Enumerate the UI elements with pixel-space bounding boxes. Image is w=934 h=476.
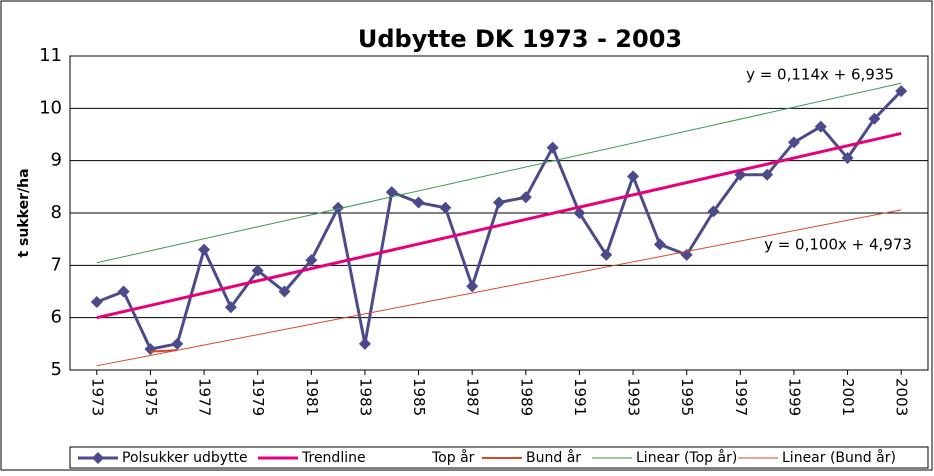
y-tick-label: 8 <box>51 202 62 223</box>
x-tick-label: 1991 <box>571 378 589 416</box>
data-point <box>385 186 398 199</box>
x-tick-label: 1977 <box>196 378 214 416</box>
data-point <box>519 191 532 204</box>
y-tick-label: 10 <box>39 97 62 118</box>
data-point <box>466 280 479 293</box>
x-tick-label: 1993 <box>625 378 643 416</box>
x-tick-label: 1983 <box>356 378 374 416</box>
y-tick-label: 11 <box>39 45 62 66</box>
plot-border <box>69 55 929 371</box>
y-axis-label: t sukker/ha <box>16 168 32 257</box>
data-point <box>171 337 184 350</box>
annotation: y = 0,100x + 4,973 <box>764 236 912 254</box>
x-tick-label: 1997 <box>732 378 750 416</box>
legend-label: Top år <box>431 449 475 466</box>
data-point <box>653 238 666 251</box>
x-tick-label: 1985 <box>410 378 428 416</box>
data-point <box>90 295 103 308</box>
data-point <box>573 207 586 219</box>
data-point <box>814 120 827 133</box>
data-point <box>117 285 130 298</box>
x-tick-label: 1973 <box>88 378 106 416</box>
data-point <box>627 170 640 183</box>
data-point <box>251 264 264 277</box>
x-tick-label: 1999 <box>785 378 803 416</box>
x-tick-label: 1975 <box>142 378 160 416</box>
data-point <box>546 141 559 154</box>
data-point <box>305 254 318 267</box>
data-point <box>600 248 613 261</box>
data-point <box>493 196 505 209</box>
data-point <box>895 85 908 98</box>
legend-label: Bund år <box>526 449 581 466</box>
x-tick-label: 1989 <box>517 378 535 416</box>
legend-label: Polsukker udbytte <box>122 450 248 466</box>
series-line <box>96 131 902 320</box>
data-point <box>358 337 371 350</box>
x-tick-label: 2001 <box>839 378 857 416</box>
legend-label: Linear (Bund år) <box>782 449 896 466</box>
data-point <box>707 205 720 218</box>
data-point <box>841 152 854 165</box>
legend-label: Trendline <box>301 450 366 466</box>
data-point <box>439 201 452 214</box>
y-tick-label: 6 <box>51 307 62 328</box>
data-point <box>868 112 881 125</box>
chart-title: Udbytte DK 1973 - 2003 <box>358 25 682 53</box>
annotation: y = 0,114x + 6,935 <box>746 66 894 84</box>
x-tick-label: 1987 <box>464 378 482 416</box>
data-point <box>787 136 800 149</box>
y-tick-label: 9 <box>51 150 62 171</box>
y-tick-label: 5 <box>51 359 62 380</box>
legend-marker <box>92 452 104 464</box>
series-line <box>96 209 902 367</box>
data-point <box>332 201 345 214</box>
series-line <box>150 349 178 353</box>
data-point <box>224 301 237 314</box>
x-tick-label: 2003 <box>893 378 911 416</box>
x-tick-label: 1981 <box>303 378 321 416</box>
y-tick-label: 7 <box>51 254 62 275</box>
data-point <box>761 168 774 181</box>
data-point <box>198 243 211 256</box>
data-point <box>278 285 291 298</box>
x-tick-label: 1995 <box>678 378 696 416</box>
series-line <box>96 82 902 264</box>
x-tick-label: 1979 <box>249 378 267 416</box>
legend-label: Linear (Top år) <box>636 449 737 466</box>
data-point <box>412 196 425 209</box>
